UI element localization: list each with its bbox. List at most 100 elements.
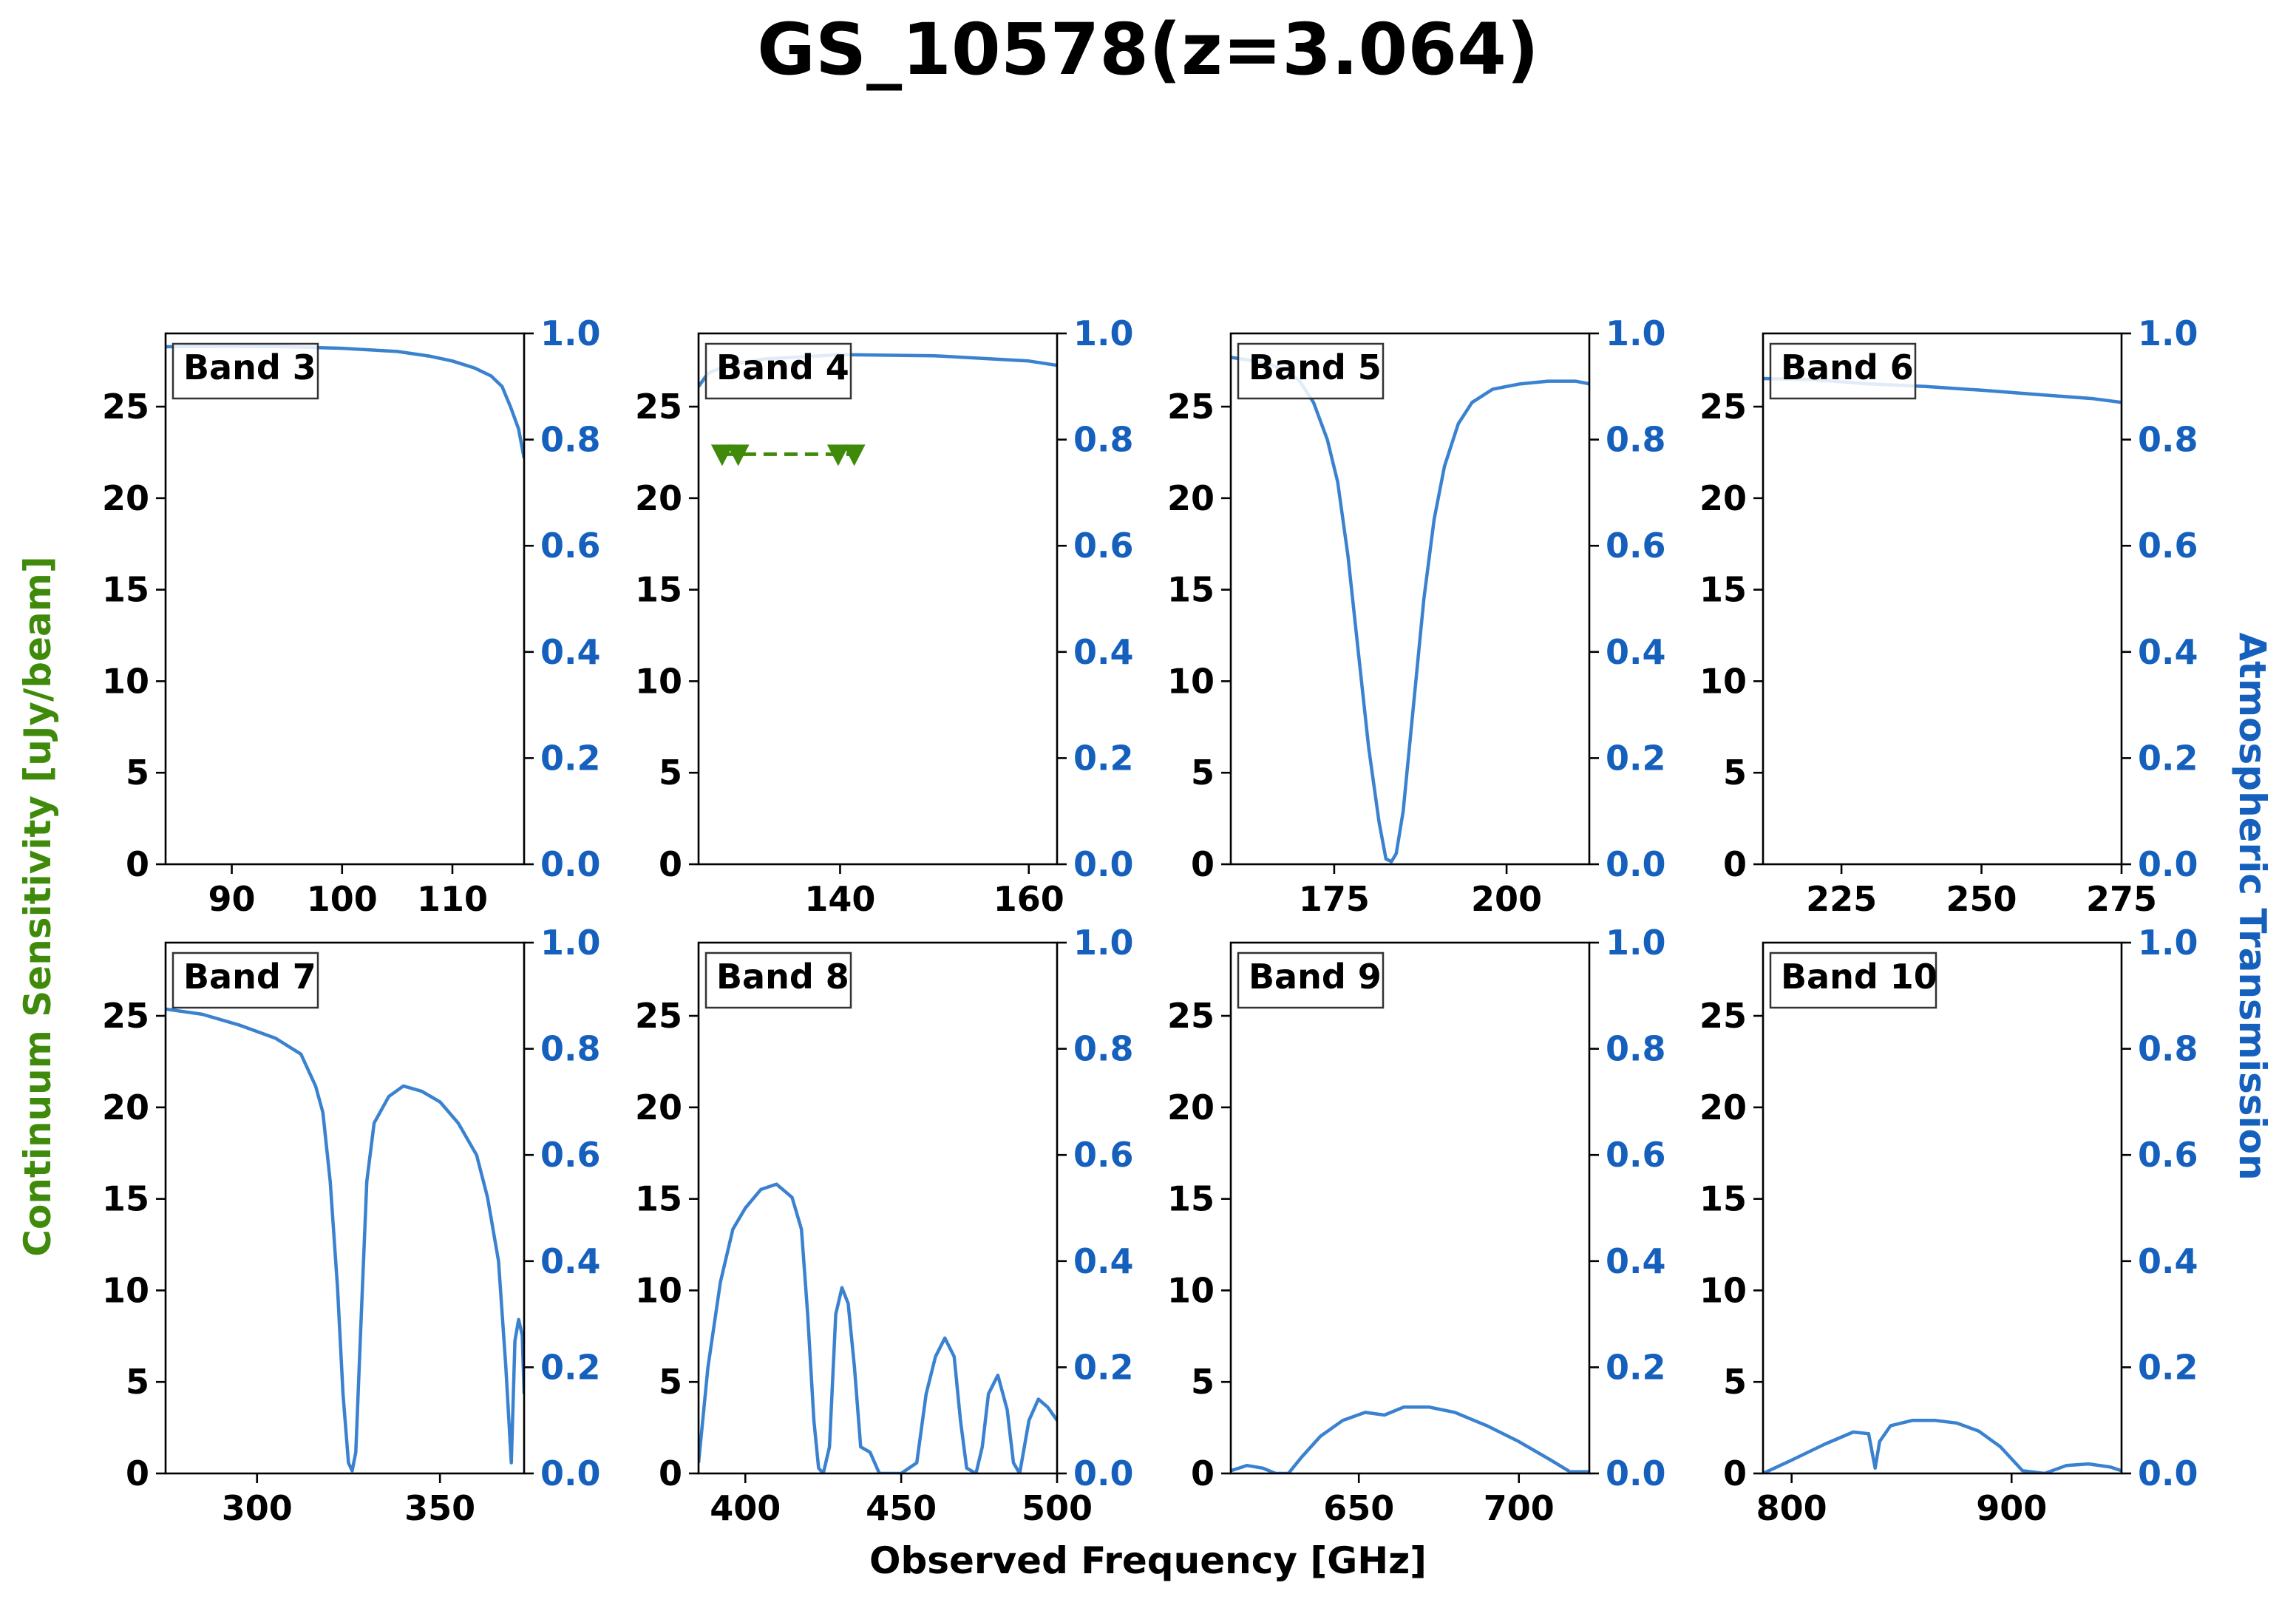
y-tick-label: 0 (659, 1453, 682, 1493)
y-tick-label: 10 (1699, 1270, 1747, 1310)
y2-tick-label: 0.4 (1606, 632, 1666, 672)
y2-tick-label: 0.8 (1073, 420, 1134, 460)
sensitivity-marker (710, 444, 733, 467)
band-label-box (171, 342, 319, 400)
x-tick-label: 140 (804, 879, 875, 919)
y2-tick-label: 0.6 (540, 1135, 601, 1175)
y-tick-label: 25 (1167, 996, 1215, 1036)
band-label-box (1769, 951, 1937, 1009)
y2-tick-label: 1.0 (2138, 923, 2198, 963)
y2-tick-label: 0.4 (1073, 1241, 1134, 1281)
y2-tick-label: 0.4 (1606, 1241, 1666, 1281)
y2-tick-label: 0.6 (2138, 1135, 2198, 1175)
sensitivity-marker (843, 444, 866, 467)
y-tick-label: 25 (1699, 996, 1747, 1036)
y-tick-label: 25 (635, 387, 682, 427)
y2-tick-label: 0.0 (1073, 844, 1134, 884)
figure-title: GS_10578(z=3.064) (757, 8, 1539, 91)
y2-tick-label: 0.0 (2138, 1453, 2198, 1493)
y-tick-label: 0 (1191, 844, 1215, 884)
x-tick-label: 650 (1323, 1488, 1394, 1528)
y2-tick-label: 0.4 (2138, 1241, 2198, 1281)
x-tick-label: 250 (1946, 879, 2017, 919)
band-label-box (171, 951, 319, 1009)
y2-tick-label: 0.0 (540, 844, 601, 884)
y2-tick-label: 0.2 (1606, 1347, 1666, 1387)
x-tick-label: 350 (404, 1488, 475, 1528)
y-tick-label: 15 (102, 570, 149, 610)
y2-tick-label: 0.8 (2138, 420, 2198, 460)
left-y-axis-label: Continuum Sensitivity [uJy/beam] (16, 556, 59, 1256)
right-y-axis-label: Atmospheric Transmission (2231, 632, 2274, 1180)
y2-tick-label: 0.8 (1606, 1029, 1666, 1069)
y-tick-label: 10 (1167, 1270, 1215, 1310)
y-tick-label: 25 (102, 387, 149, 427)
y-tick-label: 25 (102, 996, 149, 1036)
y-tick-label: 20 (635, 478, 682, 518)
x-tick-label: 100 (307, 879, 378, 919)
y-tick-label: 15 (102, 1179, 149, 1219)
y-tick-label: 15 (1167, 1179, 1215, 1219)
y2-tick-label: 0.6 (540, 526, 601, 566)
y-tick-label: 0 (126, 844, 149, 884)
plot-frame (1762, 941, 2123, 1475)
transmission-line (699, 1182, 1057, 1473)
band-label-box (1769, 342, 1917, 400)
y2-tick-label: 0.2 (2138, 1347, 2198, 1387)
x-tick-label: 300 (222, 1488, 293, 1528)
y2-tick-label: 1.0 (540, 313, 601, 353)
panel-band-7: 0 5 10 15 20 25 0.0 0.2 0.4 0.6 0.8 1.0 300 350 Band 7 (102, 923, 601, 1528)
transmission-line (1231, 1405, 1589, 1473)
y2-tick-label: 0.8 (540, 1029, 601, 1069)
x-tick-label: 800 (1756, 1488, 1827, 1528)
x-tick-label: 110 (417, 879, 488, 919)
x-tick-label: 450 (866, 1488, 937, 1528)
band-label-box (1237, 951, 1385, 1009)
y2-tick-label: 0.0 (1606, 1453, 1666, 1493)
x-tick-label: 225 (1806, 879, 1877, 919)
y-tick-label: 10 (635, 1270, 682, 1310)
y-tick-label: 20 (102, 478, 149, 518)
x-tick-label: 160 (994, 879, 1064, 919)
band-label: Band 5 (1249, 347, 1382, 387)
y2-tick-label: 0.8 (540, 420, 601, 460)
transmission-line (166, 1007, 524, 1473)
x-tick-label: 500 (1022, 1488, 1093, 1528)
y2-tick-label: 1.0 (2138, 313, 2198, 353)
y-tick-label: 25 (1699, 387, 1747, 427)
panel-band-9: 0 5 10 15 20 25 0.0 0.2 0.4 0.6 0.8 1.0 650 700 Band 9 (1167, 923, 1666, 1528)
y2-tick-label: 0.0 (540, 1453, 601, 1493)
y-tick-label: 20 (1167, 478, 1215, 518)
y2-tick-label: 0.8 (1073, 1029, 1134, 1069)
x-tick-label: 400 (710, 1488, 781, 1528)
y-tick-label: 20 (1699, 1088, 1747, 1127)
y2-tick-label: 0.2 (1073, 738, 1134, 778)
y2-tick-label: 1.0 (540, 923, 601, 963)
panel-band-4: 0 5 10 15 20 25 0.0 0.2 0.4 0.6 0.8 1.0 140 160 Band 4 (635, 313, 1134, 919)
y-tick-label: 15 (635, 570, 682, 610)
band-label: Band 10 (1781, 957, 1937, 997)
y-tick-label: 0 (126, 1453, 149, 1493)
y2-tick-label: 0.6 (1606, 526, 1666, 566)
y2-tick-label: 0.2 (1073, 1347, 1134, 1387)
y-tick-label: 5 (1191, 753, 1215, 793)
x-tick-label: 900 (1976, 1488, 2047, 1528)
band-label: Band 7 (183, 957, 316, 997)
y2-tick-label: 1.0 (1073, 313, 1134, 353)
y-tick-label: 15 (1699, 570, 1747, 610)
y2-tick-label: 0.0 (1073, 1453, 1134, 1493)
y2-tick-label: 0.0 (2138, 844, 2198, 884)
y-tick-label: 15 (635, 1179, 682, 1219)
band-label: Band 4 (716, 347, 849, 387)
x-axis-label: Observed Frequency [GHz] (869, 1539, 1427, 1582)
y-tick-label: 25 (635, 996, 682, 1036)
band-label-box (704, 342, 852, 400)
y-tick-label: 0 (1723, 1453, 1747, 1493)
y-tick-label: 5 (1191, 1362, 1215, 1402)
plot-frame (697, 332, 1059, 866)
y2-tick-label: 0.0 (1606, 844, 1666, 884)
y2-tick-label: 0.2 (1606, 738, 1666, 778)
panel-band-6: 0 5 10 15 20 25 0.0 0.2 0.4 0.6 0.8 1.0 225 250 275 Ban… (1699, 313, 2198, 919)
y2-tick-label: 1.0 (1606, 313, 1666, 353)
